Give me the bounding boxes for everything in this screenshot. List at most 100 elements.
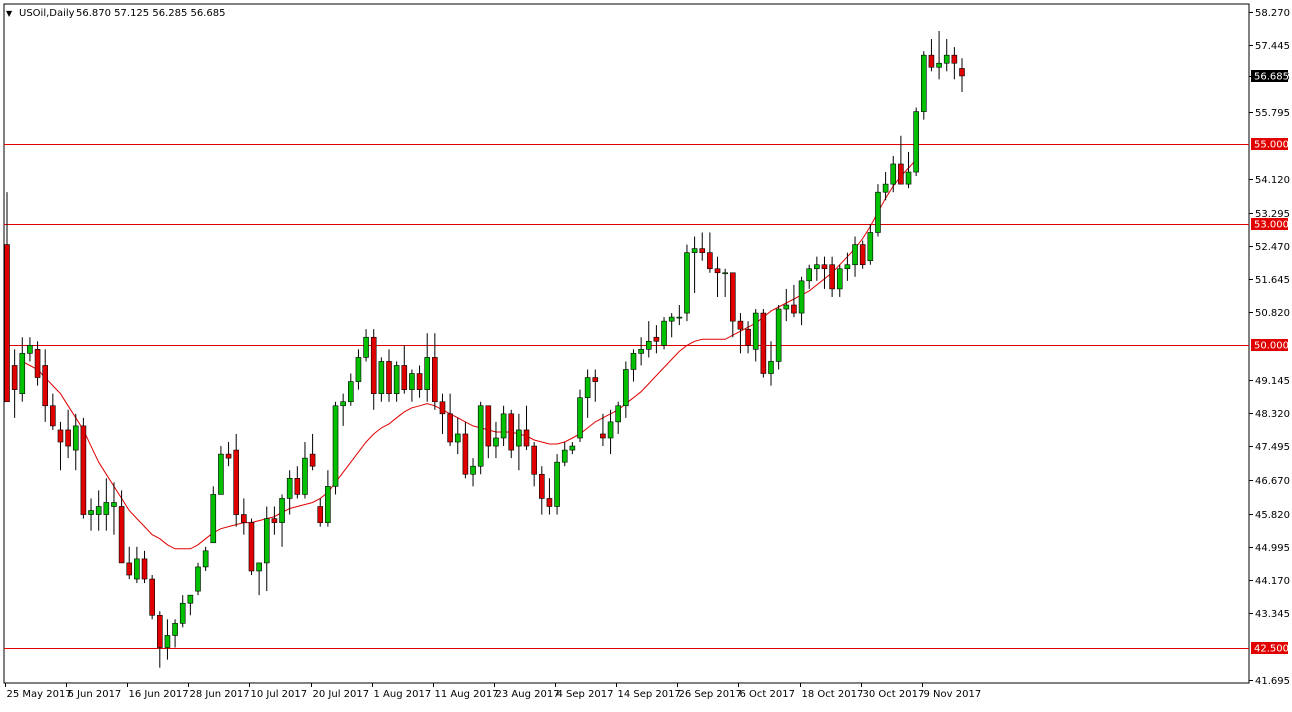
candle[interactable] — [118, 490, 125, 564]
candle[interactable] — [561, 442, 568, 467]
candle[interactable] — [347, 373, 354, 406]
candle[interactable] — [57, 421, 64, 471]
candle[interactable] — [623, 361, 629, 418]
candle[interactable] — [882, 172, 889, 201]
candle[interactable] — [600, 413, 606, 447]
candle[interactable] — [294, 466, 301, 499]
candle[interactable] — [126, 546, 133, 580]
candle[interactable] — [645, 321, 652, 358]
candle[interactable] — [615, 401, 622, 434]
candle[interactable] — [409, 369, 415, 402]
candle[interactable] — [149, 575, 155, 620]
candle[interactable] — [416, 365, 423, 398]
candle[interactable] — [607, 409, 614, 455]
price-axis[interactable]: 58.270 57.445 56.685 55.795 54.120 53.295 52.4… — [1249, 8, 1290, 687]
candle[interactable] — [630, 349, 637, 382]
candle[interactable] — [668, 313, 675, 338]
candle[interactable] — [508, 409, 515, 459]
candle[interactable] — [523, 405, 530, 451]
candle[interactable] — [791, 284, 797, 318]
candle[interactable] — [80, 417, 87, 519]
candle[interactable] — [943, 39, 950, 72]
candle[interactable] — [722, 268, 728, 297]
candle[interactable] — [42, 349, 49, 422]
candle[interactable] — [19, 337, 26, 402]
candle[interactable] — [676, 305, 683, 326]
candle[interactable] — [447, 393, 453, 447]
candle[interactable] — [760, 309, 767, 378]
candle[interactable] — [309, 433, 316, 471]
candle[interactable] — [577, 389, 583, 443]
candle[interactable] — [164, 619, 171, 660]
candle[interactable] — [707, 232, 713, 273]
candle[interactable] — [286, 470, 293, 515]
candle[interactable] — [462, 421, 469, 479]
candle[interactable] — [103, 478, 110, 531]
candle[interactable] — [928, 39, 935, 72]
candle[interactable] — [905, 151, 912, 189]
candle[interactable] — [859, 240, 866, 269]
candles[interactable] — [4, 30, 965, 668]
candle[interactable] — [27, 337, 33, 362]
candle[interactable] — [867, 224, 874, 265]
candle[interactable] — [852, 236, 858, 277]
candle[interactable] — [814, 256, 820, 281]
symbol-dropdown-icon[interactable]: ▼ — [6, 9, 13, 18]
candle[interactable] — [11, 349, 18, 418]
candle[interactable] — [714, 256, 721, 297]
candle[interactable] — [546, 478, 553, 515]
plot-area[interactable] — [3, 3, 1250, 684]
candle[interactable] — [325, 470, 331, 527]
candle[interactable] — [210, 486, 217, 544]
candle[interactable] — [332, 401, 339, 495]
candle[interactable] — [920, 51, 927, 120]
candle[interactable] — [783, 288, 790, 322]
candle[interactable] — [317, 498, 324, 527]
candle[interactable] — [500, 405, 507, 447]
candle[interactable] — [875, 184, 881, 237]
candle[interactable] — [432, 333, 438, 410]
candle[interactable] — [363, 329, 369, 362]
candle[interactable] — [378, 357, 385, 402]
candle[interactable] — [65, 409, 71, 459]
candle[interactable] — [729, 272, 736, 338]
candle[interactable] — [554, 454, 560, 515]
candle[interactable] — [302, 442, 308, 499]
candle[interactable] — [72, 413, 79, 471]
candle[interactable] — [844, 252, 851, 281]
level-price-tag[interactable] — [1251, 642, 1288, 654]
candle[interactable] — [95, 490, 102, 531]
candle[interactable] — [340, 393, 346, 426]
candle[interactable] — [141, 550, 148, 584]
candle[interactable] — [454, 417, 461, 455]
candle[interactable] — [401, 345, 408, 394]
candle[interactable] — [775, 305, 782, 370]
candle[interactable] — [370, 329, 377, 410]
candle[interactable] — [485, 405, 492, 459]
candle[interactable] — [233, 433, 239, 527]
candle[interactable] — [821, 256, 828, 289]
horizontal-levels[interactable] — [4, 144, 1249, 649]
candle[interactable] — [584, 369, 591, 418]
candle[interactable] — [271, 506, 278, 535]
candle[interactable] — [569, 442, 576, 455]
candle[interactable] — [898, 135, 904, 185]
candle[interactable] — [806, 264, 813, 289]
candle[interactable] — [424, 333, 431, 402]
candle[interactable] — [477, 401, 484, 475]
candle[interactable] — [34, 341, 41, 386]
candle[interactable] — [393, 361, 400, 402]
candle[interactable] — [951, 47, 958, 80]
candle[interactable] — [256, 562, 262, 596]
candle[interactable] — [279, 494, 285, 547]
candle[interactable] — [516, 413, 522, 471]
candle[interactable] — [913, 107, 919, 177]
candle[interactable] — [355, 349, 362, 390]
candle[interactable] — [202, 546, 209, 571]
candle[interactable] — [737, 313, 744, 354]
candle[interactable] — [386, 349, 392, 402]
candle[interactable] — [538, 466, 545, 515]
candle[interactable] — [172, 619, 178, 648]
